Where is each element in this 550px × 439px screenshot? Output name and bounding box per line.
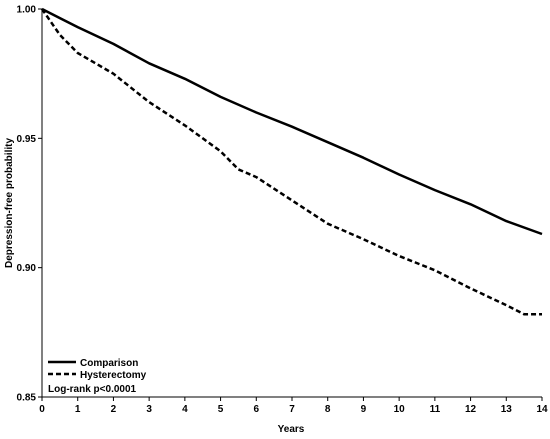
x-tick-label: 13 — [501, 404, 513, 415]
legend-label-comparison: Comparison — [80, 358, 138, 369]
x-tick-label: 8 — [325, 404, 331, 415]
x-tick-label: 7 — [289, 404, 295, 415]
x-tick-label: 0 — [39, 404, 45, 415]
x-tick-label: 10 — [394, 404, 406, 415]
legend-label-hysterectomy: Hysterectomy — [80, 370, 147, 381]
x-tick-label: 9 — [361, 404, 367, 415]
series-lines — [40, 7, 543, 316]
x-tick-label: 2 — [111, 404, 117, 415]
series-line-comparison — [41, 7, 543, 236]
x-axis-label: Years — [278, 424, 305, 435]
y-tick-label: 0.90 — [17, 263, 37, 274]
y-ticks: 0.85 0.90 0.95 1.00 — [17, 5, 42, 404]
x-ticks: 0 1 2 3 4 5 6 7 8 9 10 11 12 13 14 — [39, 397, 548, 415]
x-tick-label: 5 — [218, 404, 224, 415]
y-tick-label: 0.95 — [17, 134, 37, 145]
x-tick-label: 6 — [254, 404, 260, 415]
legend: Comparison Hysterectomy — [48, 358, 147, 381]
y-axis-label: Depression-free probability — [4, 138, 15, 268]
x-tick-label: 11 — [430, 404, 441, 415]
x-tick-label: 12 — [465, 404, 477, 415]
series-line-hysterectomy — [40, 8, 542, 316]
log-rank-annotation: Log-rank p<0.0001 — [48, 384, 137, 395]
x-tick-label: 3 — [146, 404, 152, 415]
x-tick-label: 14 — [536, 404, 548, 415]
x-tick-label: 4 — [182, 404, 188, 415]
y-tick-label: 0.85 — [17, 393, 37, 404]
x-tick-label: 1 — [75, 404, 81, 415]
y-tick-label: 1.00 — [17, 5, 37, 16]
